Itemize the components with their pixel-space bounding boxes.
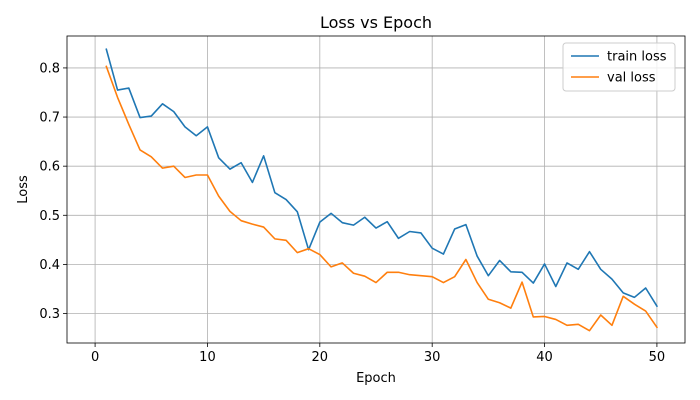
x-tick-label: 50 xyxy=(649,350,666,365)
y-tick-label: 0.4 xyxy=(39,258,60,273)
y-axis-ticks: 0.3 0.4 0.5 0.6 0.7 0.8 xyxy=(39,61,67,322)
series-lines xyxy=(105,48,659,332)
x-tick-label: 20 xyxy=(312,350,329,365)
chart-title: Loss vs Epoch xyxy=(320,13,432,32)
grid xyxy=(67,36,685,343)
series-line-val-loss xyxy=(105,65,659,332)
x-tick-label: 40 xyxy=(536,350,553,365)
y-tick-label: 0.7 xyxy=(39,111,60,126)
legend-box xyxy=(562,42,676,92)
y-tick-label: 0.6 xyxy=(39,160,60,175)
series-line-train-loss xyxy=(105,48,659,308)
y-tick-label: 0.3 xyxy=(39,307,60,322)
x-axis-ticks: 0 10 20 30 40 50 xyxy=(91,343,665,365)
legend-label: train loss xyxy=(607,50,667,65)
y-tick-label: 0.8 xyxy=(39,61,60,76)
plot-frame xyxy=(66,35,686,344)
y-axis-label: Loss xyxy=(16,175,31,204)
x-tick-label: 0 xyxy=(91,350,99,365)
legend: train loss val loss xyxy=(562,42,676,92)
x-tick-label: 30 xyxy=(424,350,441,365)
x-axis-label: Epoch xyxy=(356,371,396,386)
legend-label: val loss xyxy=(607,71,656,86)
y-tick-label: 0.5 xyxy=(39,209,60,224)
x-tick-label: 10 xyxy=(199,350,216,365)
